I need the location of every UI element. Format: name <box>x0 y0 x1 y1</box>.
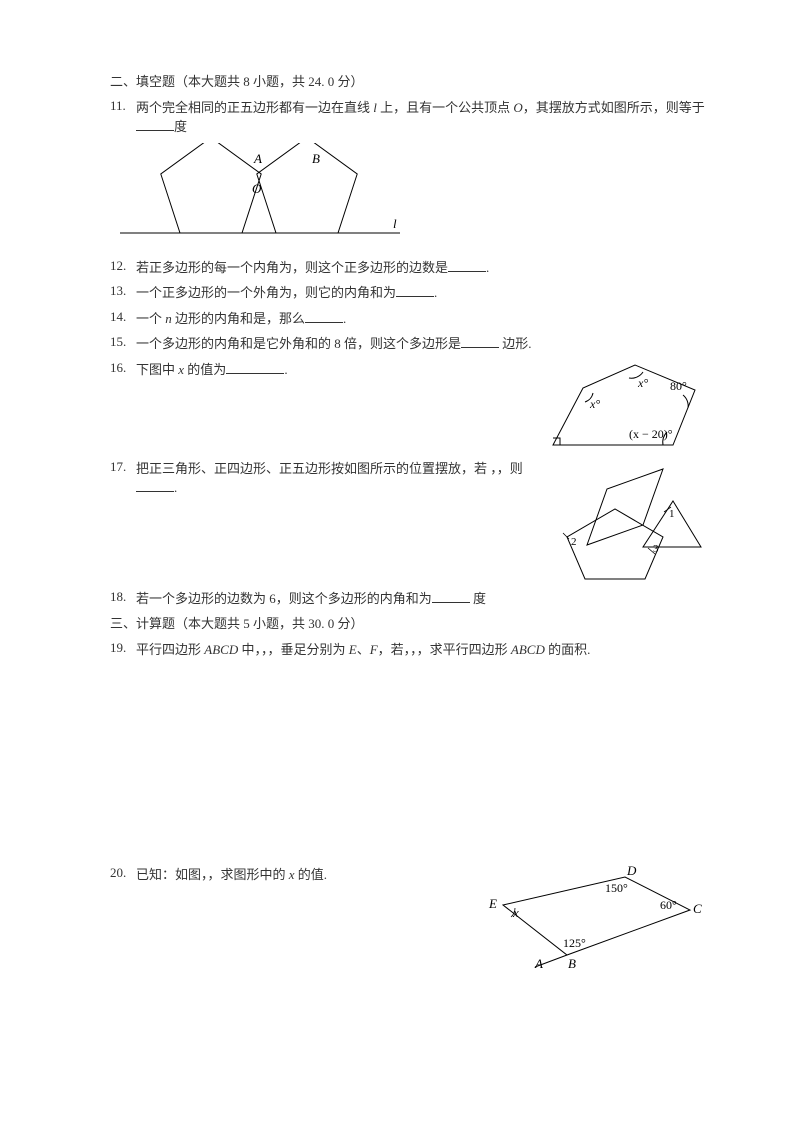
q14-blank <box>305 309 343 323</box>
q15-blank <box>461 334 499 348</box>
q16-blank <box>226 360 284 374</box>
q16-80-label: 80° <box>670 379 687 393</box>
question-17: 17. 把正三角形、正四边形、正五边形按如图所示的位置摆放，若 ，，则. 1 <box>110 459 705 589</box>
question-13: 13. 一个正多边形的一个外角为，则它的内角和为. <box>110 283 705 303</box>
q17-period: . <box>174 480 177 495</box>
sec3-prefix: 三、计算题（本大题共 <box>110 616 243 631</box>
q19-abcd1: ABCD <box>204 642 238 657</box>
q12-num: 12. <box>110 258 136 274</box>
q16-text-1: 下图中 <box>136 362 178 377</box>
q17-num: 17. <box>110 459 136 475</box>
question-11: 11. 两个完全相同的正五边形都有一边在直线 l 上，且有一个公共顶点 O，其摆… <box>110 98 705 137</box>
q18-blank <box>432 589 470 603</box>
q12-blank <box>448 258 486 272</box>
section-2-header: 二、填空题（本大题共 8 小题，共 24. 0 分） <box>110 72 705 92</box>
q20-A-label: A <box>534 956 543 971</box>
section-3-header: 三、计算题（本大题共 5 小题，共 30. 0 分） <box>110 614 705 634</box>
q19-t3: 、 <box>357 642 370 657</box>
q13-num: 13. <box>110 283 136 299</box>
sec2-prefix: 二、填空题（本大题共 <box>110 74 243 89</box>
question-19: 19. 平行四边形 ABCD 中，，，垂足分别为 E、F，若，，，求平行四边形 … <box>110 640 705 660</box>
q20-num: 20. <box>110 865 136 881</box>
q11-num: 11. <box>110 98 136 114</box>
q20-t1: 已知：如图，，求图形中的 <box>136 867 289 882</box>
q19-E: E <box>349 642 357 657</box>
q13-period: . <box>434 285 437 300</box>
sec3-mid: 小题，共 <box>250 616 309 631</box>
q16-period: . <box>284 362 287 377</box>
q16-x1-label: x° <box>637 376 648 390</box>
q12-period: . <box>486 260 489 275</box>
q11-figure: A B O l <box>110 143 705 248</box>
q19-t4: ，若，，，求平行四边形 <box>378 642 511 657</box>
q12-text: 若正多边形的每一个内角为，则这个正多边形的边数是 <box>136 260 448 275</box>
q20-E-label: E <box>488 896 497 911</box>
q18-num: 18. <box>110 589 136 605</box>
q14-num: 14. <box>110 309 136 325</box>
q20-B-label: B <box>568 956 576 971</box>
q11-B-label: B <box>312 151 320 166</box>
question-14: 14. 一个 n 边形的内角和是，那么. <box>110 309 705 329</box>
q14-period: . <box>343 311 346 326</box>
q11-text-3: ，其摆放方式如图所示，则等于 <box>523 100 705 115</box>
q20-xlabel: x <box>512 905 519 920</box>
question-15: 15. 一个多边形的内角和是它外角和的 8 倍，则这个多边形是 边形. <box>110 334 705 354</box>
q16-x2-label: x° <box>589 397 600 411</box>
question-12: 12. 若正多边形的每一个内角为，则这个正多边形的边数是. <box>110 258 705 278</box>
q11-A-label: A <box>253 151 262 166</box>
q14-text-1: 一个 <box>136 311 165 326</box>
q19-t5: 的面积. <box>545 642 591 657</box>
question-16: 16. 下图中 x 的值为. <box>110 360 705 455</box>
q15-text: 一个多边形的内角和是它外角和的 8 倍，则这个多边形是 <box>136 336 461 351</box>
question-20: 20. 已知：如图，，求图形中的 x 的值. A B C D E <box>110 865 705 975</box>
sec3-points: 30. 0 <box>308 616 337 631</box>
q17-figure: 1 2 3 <box>545 459 705 589</box>
sec2-mid: 小题，共 <box>250 74 309 89</box>
q17-text: 把正三角形、正四边形、正五边形按如图所示的位置摆放，若 ，，则 <box>136 461 523 476</box>
q11-blank <box>136 117 174 131</box>
q19-t1: 平行四边形 <box>136 642 204 657</box>
q20-150-label: 150° <box>605 881 628 895</box>
q16-num: 16. <box>110 360 136 376</box>
q17-2-label: 2 <box>571 536 577 548</box>
q13-blank <box>396 283 434 297</box>
q20-C-label: C <box>693 901 702 916</box>
q16-figure: x° x° 80° (x − 20)° <box>535 360 705 455</box>
q15-tail: 边形. <box>499 336 532 351</box>
q18-text: 若一个多边形的边数为 6，则这个多边形的内角和为 <box>136 591 432 606</box>
q20-60-label: 60° <box>660 898 677 912</box>
q14-text-2: 边形的内角和是，那么 <box>172 311 305 326</box>
q13-text: 一个正多边形的一个外角为，则它的内角和为 <box>136 285 396 300</box>
q16-xm20-label: (x − 20)° <box>629 427 673 441</box>
q11-text-2: 上，且有一个公共顶点 <box>377 100 514 115</box>
q19-t2: 中，，，垂足分别为 <box>238 642 349 657</box>
q19-F: F <box>370 642 378 657</box>
q19-abcd2: ABCD <box>511 642 545 657</box>
q11-l-label: l <box>393 216 397 231</box>
q16-text-2: 的值为 <box>184 362 226 377</box>
sec2-suffix: 分） <box>338 74 364 89</box>
q11-O-label: O <box>252 181 262 196</box>
q20-t2: 的值. <box>295 867 328 882</box>
sec3-suffix: 分） <box>338 616 364 631</box>
q11-unit: 度 <box>174 119 187 134</box>
q15-num: 15. <box>110 334 136 350</box>
sec2-points: 24. 0 <box>308 74 337 89</box>
q20-125-label: 125° <box>563 936 586 950</box>
q19-num: 19. <box>110 640 136 656</box>
q18-unit: 度 <box>470 591 486 606</box>
q11-O: O <box>513 100 522 115</box>
question-18: 18. 若一个多边形的边数为 6，则这个多边形的内角和为 度 <box>110 589 705 609</box>
q17-1-label: 1 <box>669 508 675 520</box>
q11-text-1: 两个完全相同的正五边形都有一边在直线 <box>136 100 373 115</box>
q20-D-label: D <box>626 865 637 878</box>
q20-figure: A B C D E x 150° 60° 125° <box>475 865 705 975</box>
q17-blank <box>136 478 174 492</box>
